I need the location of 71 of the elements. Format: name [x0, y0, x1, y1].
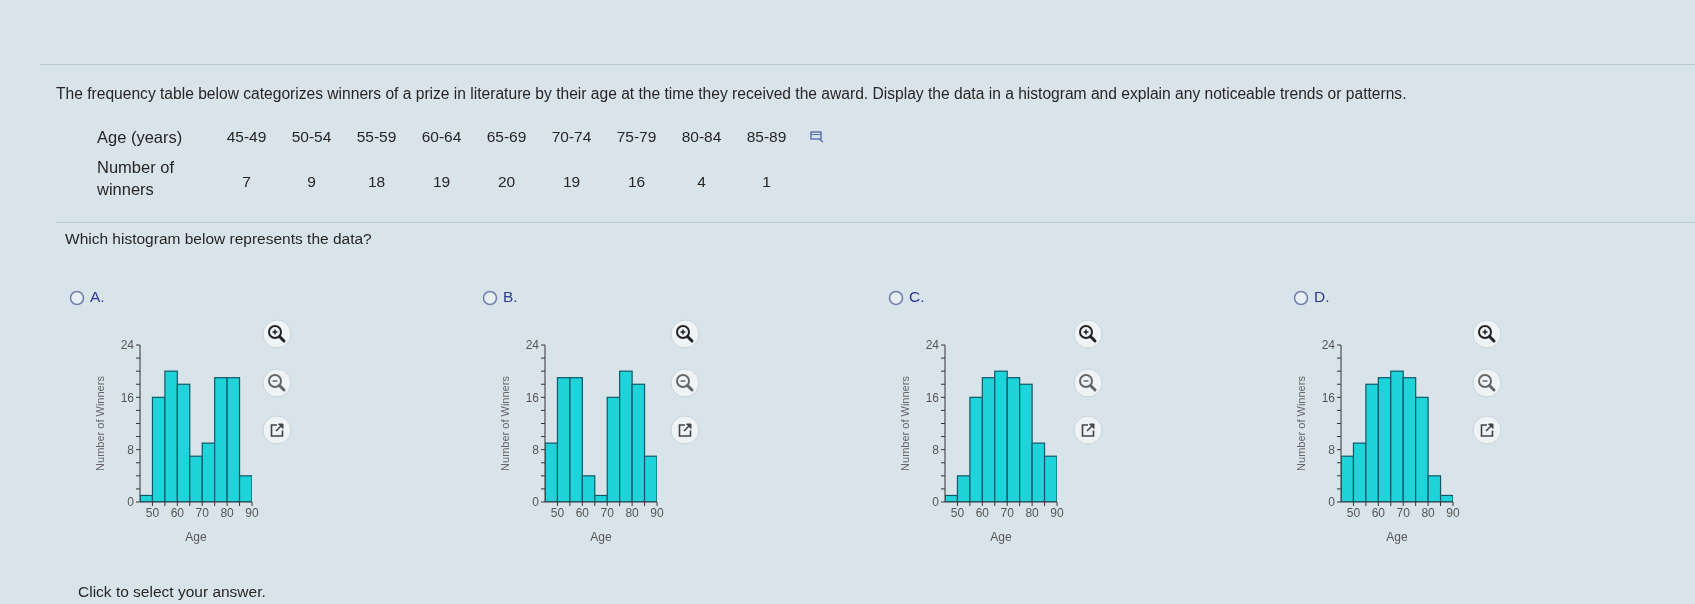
- data-label: 1: [761, 172, 772, 192]
- x-tick-label: 50: [550, 505, 565, 520]
- chart-title: D.: [1314, 288, 1330, 306]
- x-tick-label: 80: [220, 505, 235, 520]
- x-tick-label: 70: [195, 505, 210, 520]
- data-label: 18: [366, 172, 387, 192]
- x-tick-label: 50: [145, 505, 160, 520]
- category-label: 85-89: [745, 127, 788, 147]
- y-tick-label: 0: [532, 495, 540, 510]
- x-axis-title: Age: [990, 530, 1012, 544]
- category-label: 45-49: [225, 127, 268, 147]
- y-tick-label: 8: [127, 442, 135, 457]
- text: Which histogram below represents the data?: [65, 230, 372, 248]
- x-tick-label: 90: [650, 505, 664, 520]
- y-tick-label: 8: [1328, 442, 1336, 457]
- y-tick-label: 0: [1328, 495, 1336, 510]
- y-tick-label: 24: [925, 338, 940, 353]
- data-label: 7: [241, 172, 252, 192]
- data-label: 9: [306, 172, 317, 192]
- x-tick-label: 50: [1346, 505, 1361, 520]
- x-axis-title: Age: [185, 530, 207, 544]
- y-tick-label: 16: [925, 390, 940, 405]
- category-label: 80-84: [680, 127, 723, 147]
- y-tick-label: 24: [525, 338, 540, 353]
- x-tick-label: 60: [1371, 505, 1386, 520]
- text: Number of winners: [97, 157, 176, 200]
- x-tick-label: 60: [575, 505, 590, 520]
- x-tick-label: 80: [1025, 505, 1040, 520]
- chart-title: B.: [503, 288, 518, 306]
- category-label: 55-59: [355, 127, 398, 147]
- x-tick-label: 60: [975, 505, 990, 520]
- x-tick-label: 80: [625, 505, 640, 520]
- x-tick-label: 70: [1000, 505, 1015, 520]
- y-axis-title: Number of Winners: [498, 375, 511, 471]
- text: The frequency table below categorizes winners of a prize in literature by their age at the time they received the award. Display the data in a histogram and explain any noticeable trends or patterns.: [56, 85, 1407, 103]
- category-label: 65-69: [485, 127, 528, 147]
- y-tick-label: 16: [120, 390, 135, 405]
- text: Click to select your answer.: [78, 583, 266, 601]
- y-tick-label: 24: [1321, 338, 1336, 353]
- y-tick-label: 8: [932, 442, 940, 457]
- x-axis-title: Age: [1386, 530, 1408, 544]
- x-tick-label: 70: [1396, 505, 1411, 520]
- data-label: 4: [696, 172, 707, 192]
- y-tick-label: 8: [532, 442, 540, 457]
- y-tick-label: 16: [525, 390, 540, 405]
- y-tick-label: 0: [932, 495, 940, 510]
- data-label: 19: [431, 172, 452, 192]
- y-axis-title: Number of Winners: [93, 375, 106, 471]
- text: Age (years): [97, 126, 184, 148]
- y-tick-label: 16: [1321, 390, 1336, 405]
- chart-title: C.: [909, 288, 925, 306]
- x-tick-label: 90: [1446, 505, 1460, 520]
- category-label: 75-79: [615, 127, 658, 147]
- data-label: 20: [496, 172, 517, 192]
- y-axis-title: Number of Winners: [1294, 375, 1307, 471]
- category-label: 50-54: [290, 127, 333, 147]
- x-tick-label: 70: [600, 505, 615, 520]
- chart-title: A.: [90, 288, 105, 306]
- y-axis-title: Number of Winners: [898, 375, 911, 471]
- x-tick-label: 50: [950, 505, 965, 520]
- category-label: 60-64: [420, 127, 463, 147]
- category-label: 70-74: [550, 127, 593, 147]
- y-tick-label: 0: [127, 495, 135, 510]
- y-tick-label: 24: [120, 338, 135, 353]
- data-label: 19: [561, 172, 582, 192]
- x-axis-title: Age: [590, 530, 612, 544]
- x-tick-label: 90: [245, 505, 259, 520]
- x-tick-label: 80: [1421, 505, 1436, 520]
- x-tick-label: 60: [170, 505, 185, 520]
- x-tick-label: 90: [1050, 505, 1064, 520]
- data-label: 16: [626, 172, 647, 192]
